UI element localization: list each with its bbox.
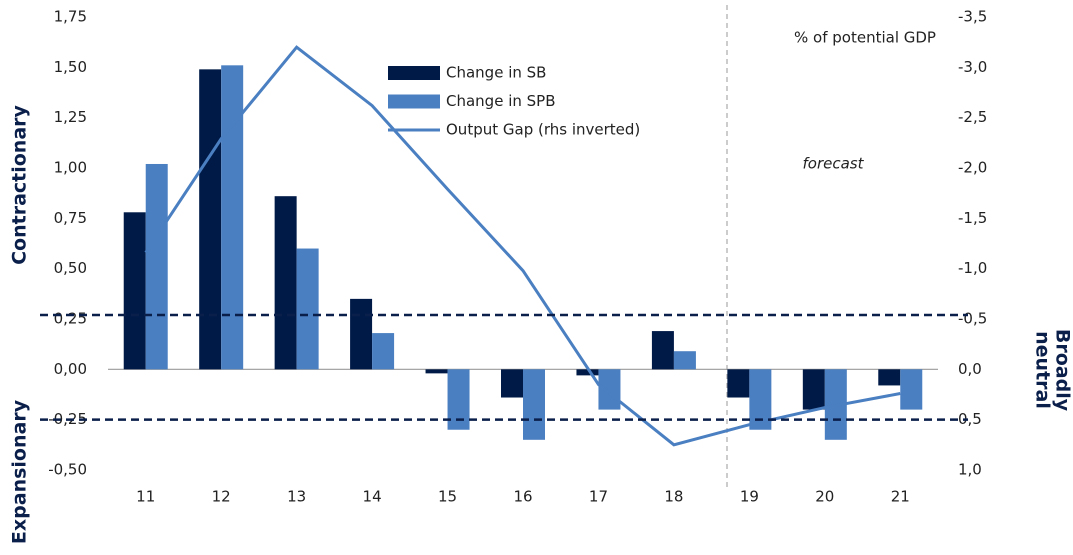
bar (425, 369, 448, 374)
y2-tick-label: -3,0 (958, 58, 987, 76)
legend-label: Change in SB (446, 64, 546, 82)
bar (221, 65, 244, 370)
legend-label: Change in SPB (446, 92, 556, 110)
bar (501, 369, 523, 398)
x-tick-label: 14 (363, 488, 382, 506)
x-tick-label: 16 (513, 488, 532, 506)
legend-swatch (388, 94, 440, 109)
bar (749, 369, 772, 430)
x-tick-label: 13 (287, 488, 306, 506)
neutral-label: Broadly (1052, 329, 1073, 412)
y-tick-label: 1,25 (54, 108, 87, 126)
y2-tick-label: -1,5 (958, 209, 987, 227)
bar (447, 369, 470, 430)
bar (598, 369, 621, 410)
bar (802, 369, 825, 410)
y-tick-label: 0,00 (54, 360, 87, 378)
y-tick-label: 0,50 (54, 259, 87, 277)
bar (900, 369, 923, 410)
bar (145, 163, 168, 370)
x-tick-label: 20 (815, 488, 834, 506)
y2-tick-label: -3,5 (958, 8, 987, 26)
x-tick-label: 15 (438, 488, 457, 506)
y-tick-label: 0,75 (54, 209, 87, 227)
bar (350, 298, 373, 370)
x-tick-label: 11 (136, 488, 155, 506)
bar (523, 369, 545, 440)
y-tick-label: 1,75 (54, 8, 87, 26)
y-tick-label: 1,50 (54, 58, 87, 76)
y2-tick-label: -2,0 (958, 159, 987, 177)
y-tick-label: 0,25 (54, 310, 87, 328)
x-tick-label: 17 (589, 488, 608, 506)
bar (727, 369, 750, 398)
bar (673, 351, 696, 370)
y-tick-label: 1,00 (54, 159, 87, 177)
x-tick-label: 19 (740, 488, 759, 506)
bar (372, 333, 395, 370)
y2-tick-label: 1,0 (958, 461, 982, 479)
legend-label: Output Gap (rhs inverted) (446, 121, 640, 139)
y2-tick-label: 0,5 (958, 410, 982, 428)
y2-axis-label: % of potential GDP (794, 29, 936, 47)
forecast-label: forecast (803, 155, 865, 173)
x-tick-label: 21 (891, 488, 910, 506)
x-tick-label: 18 (664, 488, 683, 506)
contractionary-label: Contractionary (9, 104, 31, 264)
bar (123, 212, 146, 370)
y2-tick-label: 0,0 (958, 360, 982, 378)
bar (651, 331, 674, 370)
legend-swatch (388, 66, 440, 80)
y2-tick-label: -0,5 (958, 310, 987, 328)
bar (576, 369, 599, 376)
expansionary-label: Expansionary (9, 399, 31, 544)
bar (274, 196, 297, 370)
bar (878, 369, 901, 386)
bar (199, 69, 222, 370)
bar (296, 248, 319, 370)
y-tick-label: -0,50 (48, 461, 87, 479)
y2-tick-label: -2,5 (958, 108, 987, 126)
neutral-label: neutral (1032, 331, 1054, 409)
y2-tick-label: -1,0 (958, 259, 987, 277)
x-tick-label: 12 (212, 488, 231, 506)
